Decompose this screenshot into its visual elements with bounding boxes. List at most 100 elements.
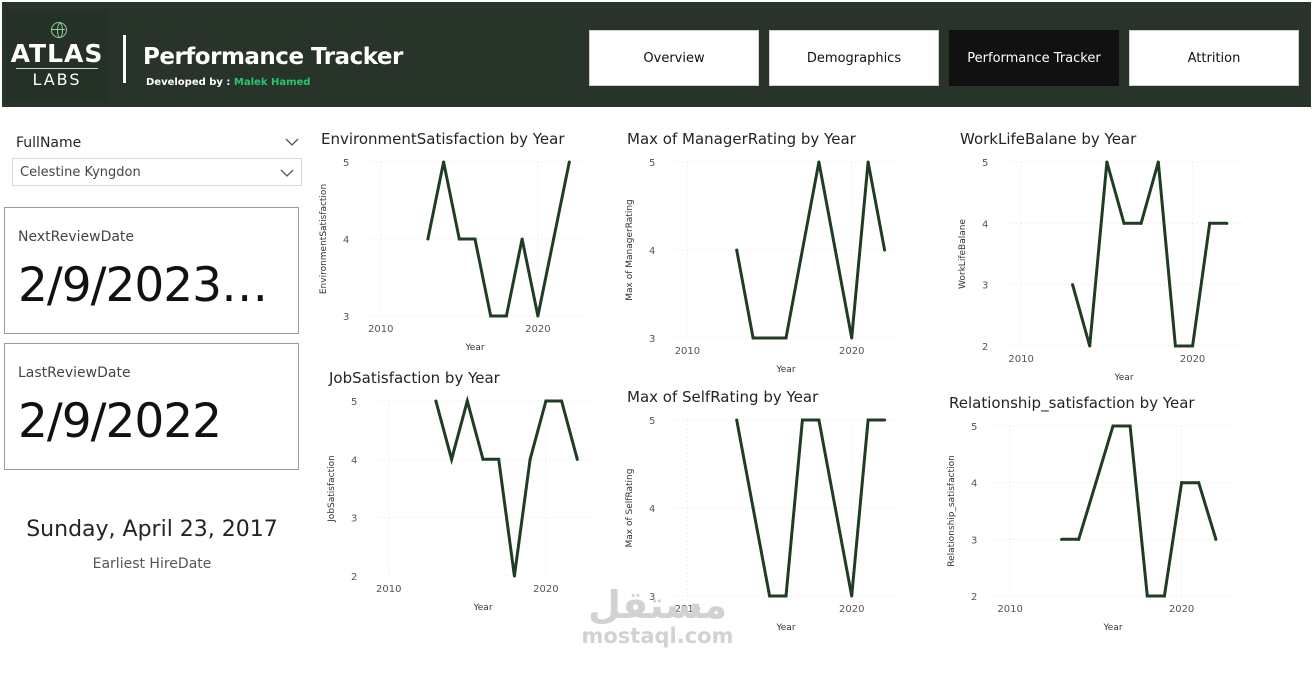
watermark-latin: mostaql.com xyxy=(581,624,734,648)
y-tick-label: 3 xyxy=(649,592,655,603)
data-point xyxy=(850,594,854,598)
data-point xyxy=(735,248,739,252)
data-point xyxy=(866,160,870,164)
next-review-card: NextReviewDate 2/9/2023… xyxy=(4,207,299,334)
header-divider xyxy=(123,35,126,83)
data-point xyxy=(465,399,469,403)
x-tick-label: 2020 xyxy=(1169,604,1194,615)
chevron-down-icon[interactable] xyxy=(279,165,295,181)
y-tick-label: 2 xyxy=(982,342,988,353)
data-point xyxy=(1214,537,1218,541)
data-point xyxy=(735,418,739,422)
earliest-hire-date-label: Earliest HireDate xyxy=(92,556,212,572)
chart-title: Relationship_satisfaction by Year xyxy=(949,394,1195,412)
y-tick-label: 5 xyxy=(982,158,988,169)
data-point xyxy=(833,506,837,510)
y-tick-label: 4 xyxy=(971,479,977,490)
data-point xyxy=(1225,221,1229,225)
data-point xyxy=(442,160,446,164)
tab-overview[interactable]: Overview xyxy=(589,30,759,86)
data-point xyxy=(833,248,837,252)
y-tick-label: 5 xyxy=(343,158,349,169)
data-point xyxy=(520,237,524,241)
fullname-dropdown[interactable]: Celestine Kyngdon xyxy=(12,158,302,186)
developer-name: Malek Hamed xyxy=(233,77,311,88)
tab-attrition[interactable]: Attrition xyxy=(1129,30,1299,86)
data-point xyxy=(817,160,821,164)
series-line xyxy=(735,418,885,598)
data-point xyxy=(1191,344,1195,348)
globe-icon xyxy=(51,22,67,38)
data-point xyxy=(1145,594,1149,598)
chart-title: Max of SelfRating by Year xyxy=(627,388,819,406)
fullname-slicer-label: FullName xyxy=(16,135,82,151)
last-review-value: 2/9/2022 xyxy=(18,394,222,449)
y-axis-title: WorkLifeBalane xyxy=(958,219,968,289)
data-point xyxy=(497,457,501,461)
x-tick-label: 2020 xyxy=(839,604,864,615)
series-line xyxy=(1071,161,1227,348)
x-tick-label: 2010 xyxy=(675,346,700,357)
data-point xyxy=(800,248,804,252)
y-axis-title: Relationship_satisfaction xyxy=(947,455,957,567)
data-point xyxy=(883,418,887,422)
logo-text-bottom: LABS xyxy=(32,70,82,89)
series-line xyxy=(426,161,571,318)
data-point xyxy=(528,457,532,461)
data-point xyxy=(800,418,804,422)
y-tick-label: 3 xyxy=(649,334,655,345)
data-point xyxy=(434,399,438,403)
y-tick-label: 4 xyxy=(649,246,655,257)
developer-credit: Developed by : Malek Hamed xyxy=(146,77,310,88)
y-axis-title: EnvironmentSatisfaction xyxy=(319,184,329,294)
data-point xyxy=(1139,221,1143,225)
chart-title: Max of ManagerRating by Year xyxy=(627,130,856,148)
series-line xyxy=(1061,424,1218,598)
watermark-arabic: مستقل xyxy=(588,583,727,627)
data-point xyxy=(1128,424,1132,428)
data-point xyxy=(784,594,788,598)
y-tick-label: 2 xyxy=(971,592,977,603)
data-point xyxy=(1111,424,1115,428)
tab-performance-tracker[interactable]: Performance Tracker xyxy=(949,30,1119,86)
data-point xyxy=(768,336,772,340)
last-review-label: LastReviewDate xyxy=(18,365,131,381)
y-tick-label: 5 xyxy=(971,422,977,433)
logo-text-top: ATLAS xyxy=(10,39,104,68)
x-axis-title: Year xyxy=(464,343,484,353)
data-point xyxy=(1156,160,1160,164)
data-point xyxy=(1088,344,1092,348)
data-point xyxy=(473,237,477,241)
developed-by-label: Developed by : xyxy=(146,77,234,88)
series-line xyxy=(434,395,579,577)
x-axis-title: Year xyxy=(1102,623,1122,633)
data-point xyxy=(426,237,430,241)
page-title: Performance Tracker xyxy=(143,44,403,70)
chevron-down-icon[interactable] xyxy=(284,134,300,150)
y-tick-label: 2 xyxy=(351,572,357,583)
data-point xyxy=(575,457,579,461)
x-tick-label: 2010 xyxy=(1008,354,1033,365)
x-tick-label: 2020 xyxy=(839,346,864,357)
data-point xyxy=(817,418,821,422)
x-tick-label: 2010 xyxy=(368,324,393,335)
x-axis-title: Year xyxy=(1113,373,1133,383)
data-point xyxy=(1060,537,1064,541)
data-point xyxy=(1197,481,1201,485)
x-tick-label: 2010 xyxy=(675,604,700,615)
y-tick-label: 4 xyxy=(351,455,357,466)
data-point xyxy=(1208,221,1212,225)
data-point xyxy=(481,457,485,461)
data-point xyxy=(512,574,516,578)
y-tick-label: 4 xyxy=(649,504,655,515)
y-tick-label: 5 xyxy=(351,397,357,408)
next-review-value: 2/9/2023… xyxy=(18,258,268,313)
mostaql-watermark: مستقل mostaql.com xyxy=(575,585,740,647)
x-axis-title: Year xyxy=(775,365,795,375)
y-axis-title: Max of SelfRating xyxy=(625,469,635,548)
last-review-card: LastReviewDate 2/9/2022 xyxy=(4,343,299,470)
tab-demographics[interactable]: Demographics xyxy=(769,30,939,86)
y-axis-title: JobSatisfaction xyxy=(327,455,337,523)
data-point xyxy=(883,248,887,252)
data-point xyxy=(866,418,870,422)
